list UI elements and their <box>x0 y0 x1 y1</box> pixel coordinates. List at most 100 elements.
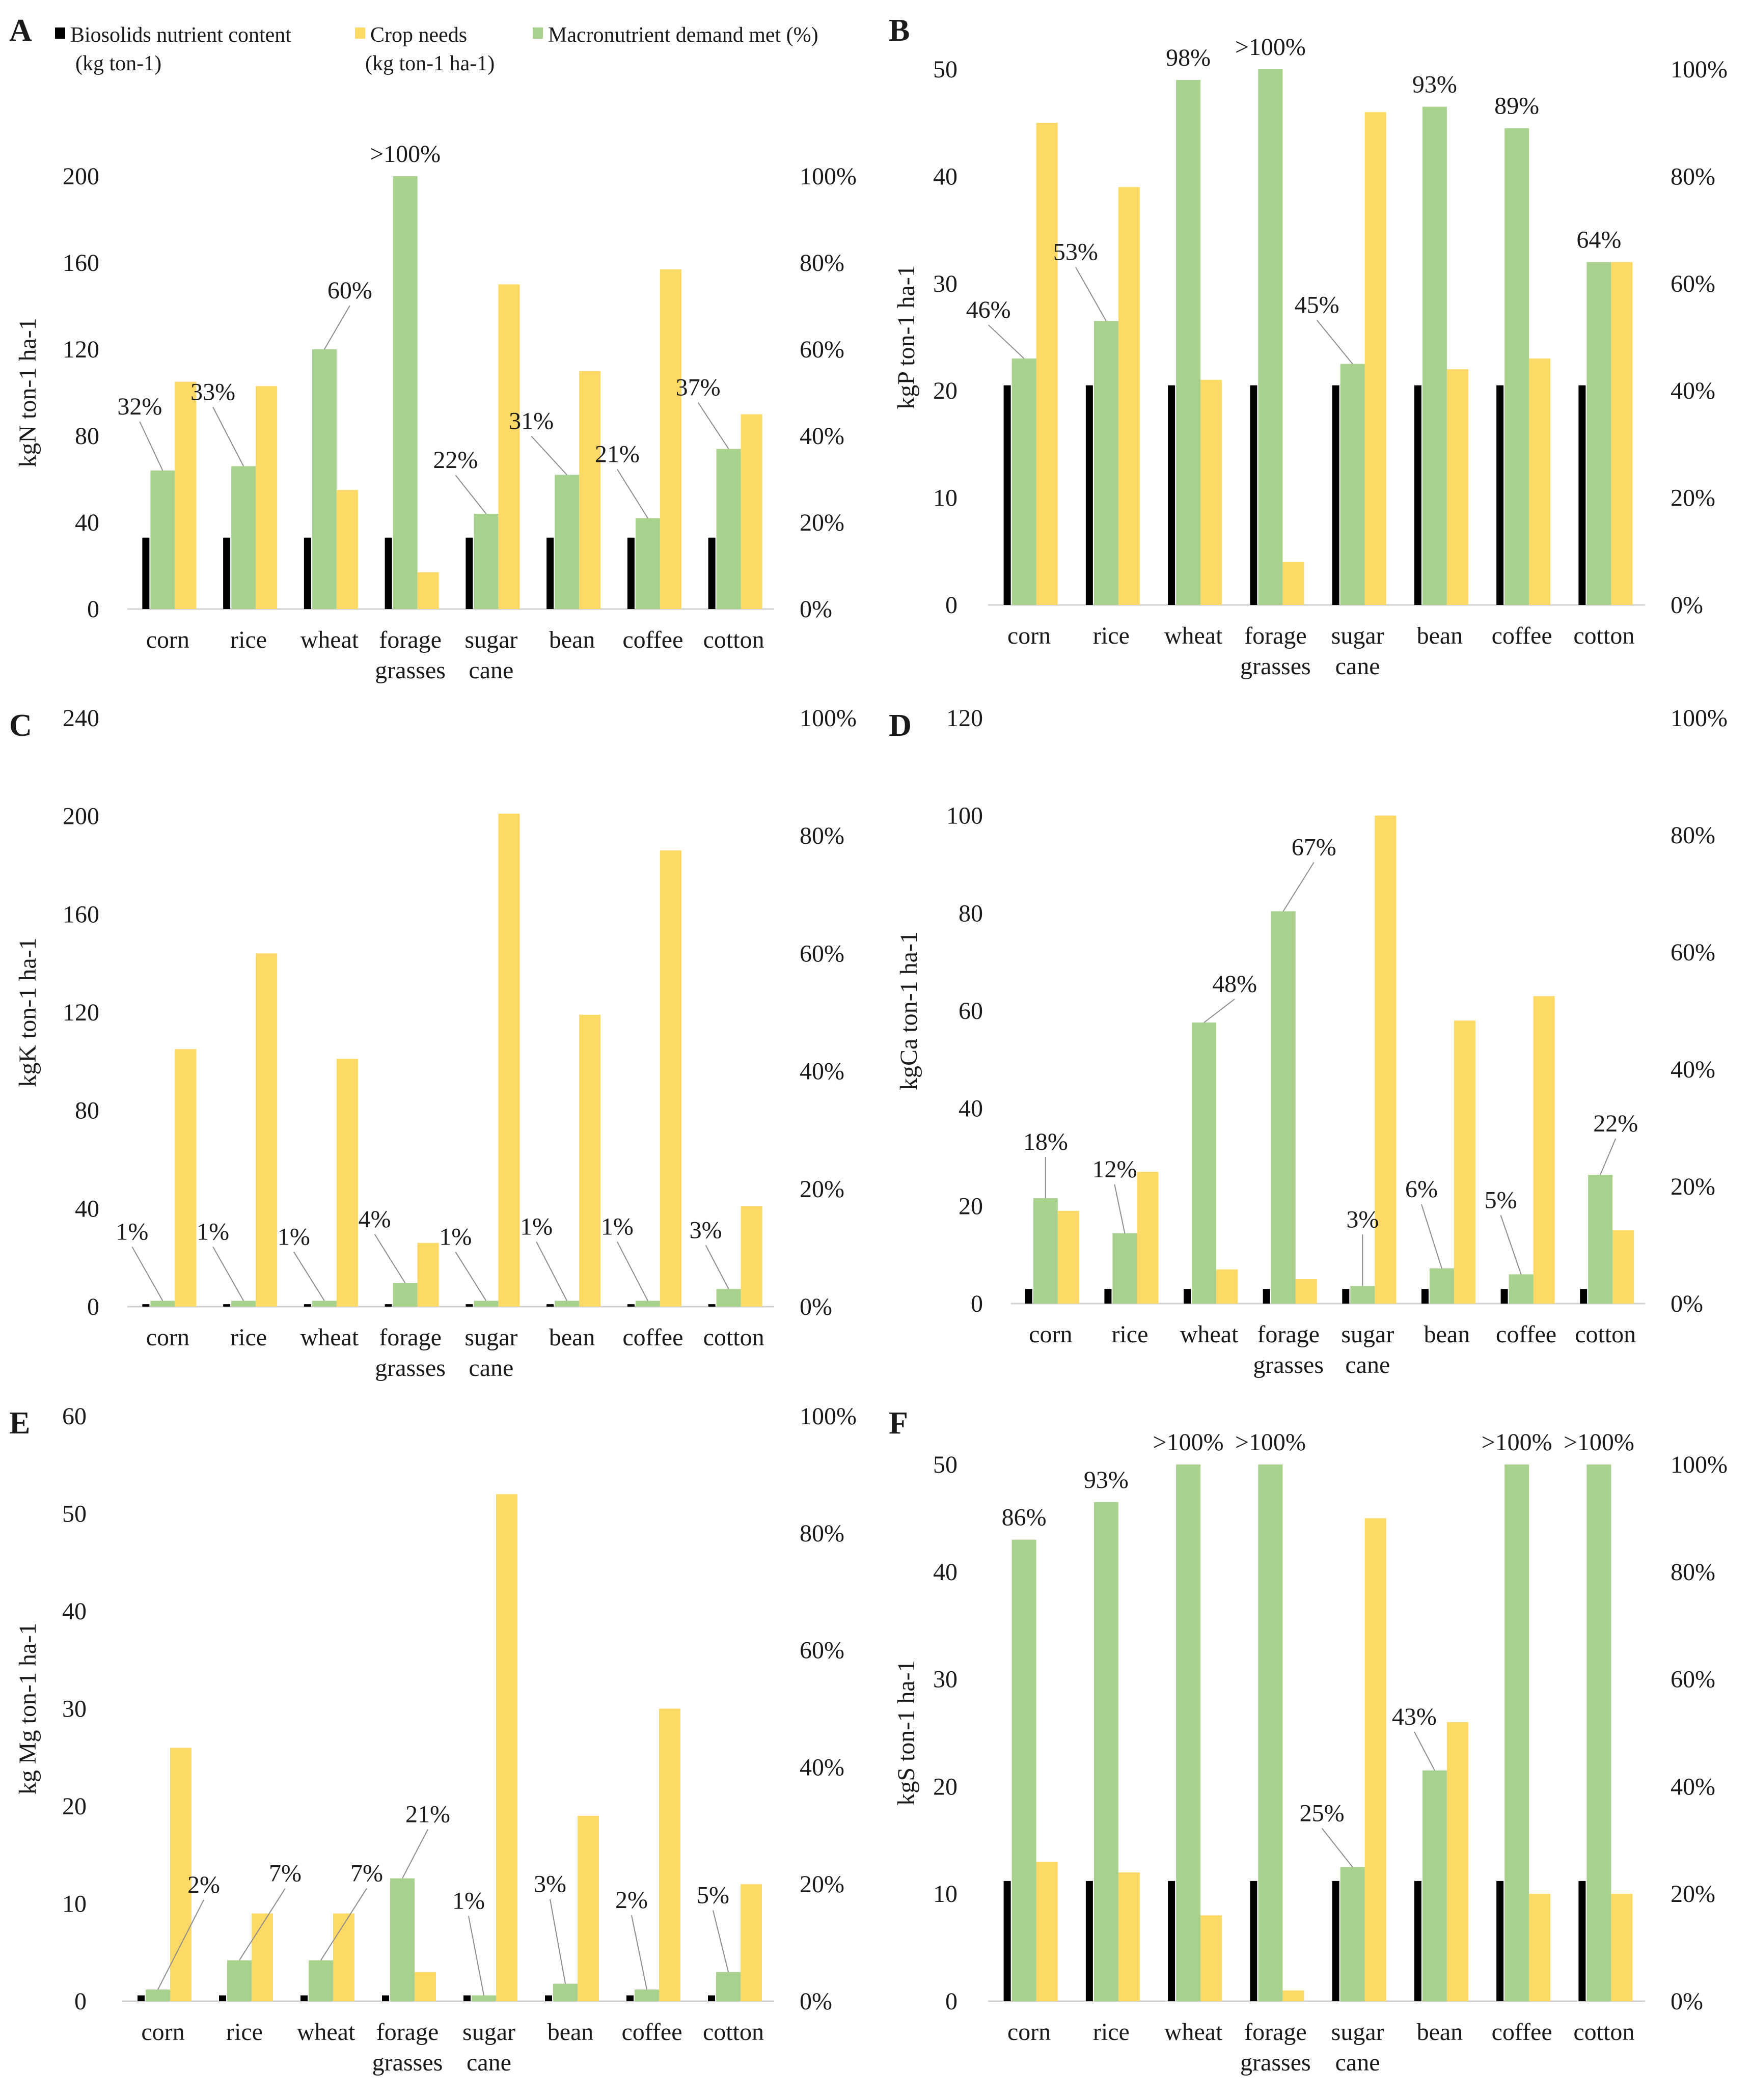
y-tick-label: 160 <box>63 250 99 277</box>
bar-demand-met <box>1509 1274 1534 1304</box>
y2-tick-label: 0% <box>1671 592 1703 619</box>
y-tick-label: 10 <box>933 1881 957 1908</box>
y-tick-label: 30 <box>933 270 957 297</box>
bar-demand-met <box>1258 69 1283 605</box>
bar-demand-met <box>1340 1867 1365 2001</box>
legend: Biosolids nutrient content (kg ton-1) Cr… <box>55 23 818 75</box>
bar-demand-met <box>393 1283 418 1307</box>
bar-crop-needs <box>1364 1518 1386 2001</box>
data-label: 21% <box>595 441 640 468</box>
bar-demand-met <box>472 1995 496 2001</box>
x-category-label: sugar <box>464 1324 517 1351</box>
y-tick-label: 0 <box>87 596 99 623</box>
x-category-label: wheat <box>1164 2019 1223 2046</box>
x-category-label: coffee <box>622 626 683 653</box>
bar-demand-met <box>553 1983 578 2001</box>
bar-crop-needs <box>496 1494 517 2001</box>
y2-tick-label: 0% <box>800 596 832 623</box>
x-category-label: coffee <box>1492 2019 1552 2046</box>
bar-biosolids <box>1496 385 1504 605</box>
data-label: 1% <box>116 1218 148 1245</box>
bar-demand-met <box>1588 1175 1613 1304</box>
y-tick-label: 0 <box>971 1290 983 1317</box>
bar-crop-needs <box>741 414 762 609</box>
x-category-label: corn <box>1007 622 1051 649</box>
label-leader-line <box>1500 1215 1522 1275</box>
label-leader-line <box>131 1246 163 1301</box>
panel-a: A 0 40 80 120 160 200 0% 20% 40% 60% 80% 100% kgN ton… <box>9 13 857 684</box>
bar-biosolids <box>1578 1881 1586 2001</box>
data-label: 67% <box>1292 834 1336 861</box>
bar-demand-met <box>1350 1286 1375 1304</box>
x-category-label: corn <box>146 626 189 653</box>
data-label: 21% <box>405 1801 450 1828</box>
x-category-label: forage <box>1244 2019 1307 2046</box>
label-leader-line <box>631 1915 647 1990</box>
bar-demand-met <box>146 1990 170 2001</box>
bar-biosolids <box>1168 385 1175 605</box>
bar-demand-met <box>1093 1502 1118 2001</box>
data-label: 53% <box>1053 238 1098 265</box>
label-leader-line <box>374 1234 406 1284</box>
y2-tick-label: 40% <box>800 423 844 450</box>
data-label: 18% <box>1023 1128 1068 1155</box>
y-tick-label: 200 <box>63 163 99 190</box>
bar-demand-met <box>716 1972 741 2001</box>
bar-crop-needs <box>1118 1872 1140 2001</box>
data-label: 64% <box>1576 227 1621 254</box>
y-tick-label: 10 <box>933 485 957 512</box>
bar-crop-needs <box>336 1059 358 1307</box>
label-leader-line <box>531 435 567 476</box>
bar-biosolids <box>546 1304 554 1307</box>
data-label: 98% <box>1166 44 1211 71</box>
bar-demand-met <box>1271 911 1296 1304</box>
y2-tick-label: 0% <box>800 1293 832 1320</box>
bar-biosolids <box>1421 1289 1429 1304</box>
data-label: 32% <box>117 393 162 420</box>
bar-crop-needs <box>417 1242 439 1307</box>
bar-demand-met <box>1192 1023 1217 1304</box>
bar-biosolids <box>1250 1881 1257 2001</box>
y2-tick-label: 100% <box>800 163 857 190</box>
label-leader-line <box>550 1899 566 1984</box>
y2-tick-label: 40% <box>1671 377 1715 404</box>
bar-crop-needs <box>579 371 601 609</box>
label-leader-line <box>402 1829 428 1879</box>
x-category-label: grasses <box>1253 1351 1324 1378</box>
bar-demand-met <box>635 1990 659 2001</box>
x-category-label: corn <box>1007 2019 1051 2046</box>
bar-crop-needs <box>578 1816 599 2001</box>
bar-crop-needs <box>1446 1722 1468 2001</box>
data-label: 25% <box>1300 1800 1345 1827</box>
label-leader-line <box>617 468 648 519</box>
label-leader-line <box>212 1246 244 1301</box>
y-tick-label: 40 <box>62 1598 87 1625</box>
y2-tick-label: 40% <box>800 1754 844 1781</box>
bar-biosolids <box>142 1304 150 1307</box>
label-leader-line <box>705 1245 729 1289</box>
bar-demand-met <box>1093 321 1118 605</box>
y-tick-label: 200 <box>63 803 99 830</box>
x-category-label: bean <box>1424 1321 1470 1348</box>
legend-swatch-biosolids <box>55 27 65 39</box>
x-category-label: wheat <box>1164 622 1223 649</box>
data-label: 4% <box>359 1206 391 1233</box>
x-category-label: grasses <box>1240 653 1311 680</box>
y-tick-label: 120 <box>63 999 99 1026</box>
bar-biosolids <box>223 1304 231 1307</box>
label-leader-line <box>1413 1731 1435 1771</box>
y2-tick-label: 0% <box>1671 1290 1703 1317</box>
legend-label-crop: Crop needs <box>370 23 467 47</box>
label-leader-line <box>1420 1204 1442 1269</box>
bar-demand-met <box>1176 1465 1201 2001</box>
bar-demand-met <box>231 466 256 609</box>
x-category-label: forage <box>376 2019 439 2046</box>
bar-demand-met <box>312 1301 337 1307</box>
bar-biosolids <box>1085 1881 1093 2001</box>
bar-biosolids <box>1003 1881 1011 2001</box>
data-label: 22% <box>433 447 478 474</box>
y-tick-label: 30 <box>933 1666 957 1693</box>
data-label: 93% <box>1084 1467 1129 1494</box>
label-leader-line <box>988 324 1025 359</box>
bar-demand-met <box>231 1301 256 1307</box>
